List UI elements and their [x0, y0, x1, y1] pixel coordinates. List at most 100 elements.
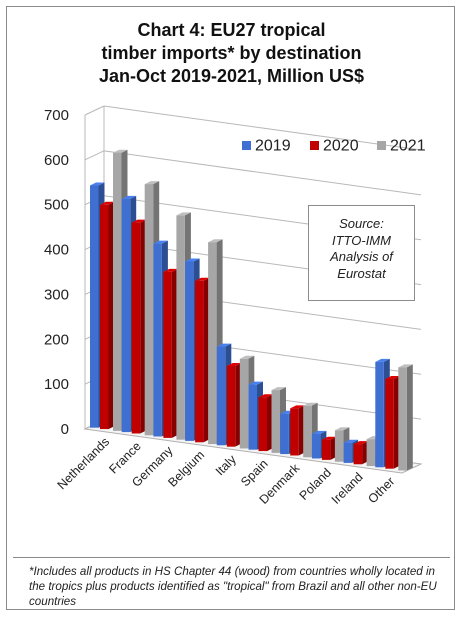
- bar-front: [195, 280, 204, 443]
- bar-front: [90, 185, 99, 428]
- bar-front: [239, 358, 249, 449]
- bar-front: [334, 430, 344, 462]
- bar-top: [216, 343, 232, 347]
- bar-front: [100, 204, 109, 430]
- y-tick-label: 200: [44, 331, 69, 348]
- chart-frame: Chart 4: EU27 tropical timber imports* b…: [6, 6, 455, 610]
- bar-front: [258, 397, 267, 452]
- legend: 2019 2020 2021: [242, 138, 426, 155]
- bar-front: [303, 405, 312, 458]
- bar-top: [321, 436, 337, 440]
- bar-side: [406, 364, 413, 471]
- bar-layer: [90, 149, 413, 471]
- bar-top: [303, 402, 318, 406]
- bar-top: [343, 439, 359, 443]
- bar-front: [343, 442, 353, 463]
- bar-top: [121, 195, 137, 199]
- bar-front: [366, 439, 376, 467]
- y-tick-label: 100: [44, 376, 69, 393]
- bar-front: [208, 242, 217, 445]
- bar-top: [248, 381, 263, 385]
- bar-front: [185, 261, 194, 441]
- x-tick-label: Italy: [213, 452, 240, 479]
- bar-front: [176, 215, 185, 440]
- bar-top: [208, 239, 223, 243]
- side-gridline: [84, 105, 105, 116]
- source-note: Source: ITTO-IMM Analysis of Eurostat: [308, 205, 415, 301]
- bar-front: [113, 152, 122, 431]
- bar-top: [398, 364, 413, 368]
- bar-front: [398, 367, 407, 471]
- bar-top: [176, 212, 191, 216]
- source-line-4: Eurostat: [337, 265, 386, 281]
- bar-front: [290, 408, 299, 456]
- bar-2020: [290, 405, 305, 456]
- bar-top: [185, 258, 200, 262]
- bar-front: [353, 444, 363, 465]
- bar-top: [334, 427, 350, 431]
- bar-2020: [353, 441, 369, 465]
- chart-title-line-1: Chart 4: EU27 tropical: [137, 20, 326, 40]
- bar-top: [271, 387, 286, 391]
- x-tick-label: Other: [365, 474, 397, 506]
- bar-top: [353, 441, 369, 445]
- x-tick-label: Ireland: [329, 470, 366, 507]
- bar-2020: [131, 219, 147, 434]
- bar-chart-3d: 0100200300400500600700NetherlandsFranceG…: [44, 105, 426, 507]
- y-tick-label: 400: [44, 242, 69, 259]
- y-tick-label: 700: [44, 107, 69, 124]
- chart-title-line-2: timber imports* by destination: [101, 43, 362, 63]
- source-line-1: Source:: [339, 216, 384, 231]
- bar-front: [385, 378, 394, 469]
- bar-front: [144, 184, 154, 436]
- bar-2020: [385, 375, 400, 469]
- y-tick-label: 500: [44, 197, 69, 214]
- bar-front: [131, 222, 141, 434]
- bar-top: [144, 181, 160, 185]
- bar-front: [248, 384, 257, 450]
- bar-2020: [195, 277, 210, 443]
- source-line-2: ITTO-IMM: [332, 232, 391, 248]
- bar-top: [226, 362, 242, 366]
- y-tick-label: 0: [61, 421, 69, 438]
- x-tick-label: Spain: [238, 457, 271, 490]
- chart-title-line-3: Jan-Oct 2019-2021, Million US$: [98, 66, 365, 86]
- bar-2020: [258, 394, 273, 452]
- x-tick-label: Netherlands: [55, 435, 113, 493]
- bar-top: [153, 240, 168, 244]
- bar-front: [121, 198, 131, 433]
- side-gridline: [84, 150, 105, 161]
- bar-2020: [321, 436, 337, 460]
- bar-front: [280, 413, 289, 455]
- bar-front: [163, 271, 172, 438]
- bar-top: [100, 201, 115, 205]
- bar-front: [375, 361, 384, 468]
- bar-front: [321, 439, 331, 460]
- footnote: *Includes all products in HS Chapter 44 …: [13, 557, 450, 609]
- bar-front: [226, 365, 236, 447]
- legend-swatch-2019: [242, 141, 251, 150]
- bar-top: [131, 219, 147, 223]
- legend-label-2021: 2021: [390, 138, 426, 155]
- chart-title: Chart 4: EU27 tropical timber imports* b…: [7, 19, 456, 88]
- bar-front: [311, 433, 321, 459]
- bar-top: [290, 405, 305, 409]
- legend-label-2020: 2020: [323, 138, 359, 155]
- bar-2021: [398, 364, 413, 471]
- bar-front: [153, 243, 162, 437]
- bar-top: [195, 277, 210, 281]
- bar-front: [271, 390, 280, 453]
- gridline: [103, 105, 422, 151]
- bar-2020: [163, 268, 178, 438]
- bar-top: [113, 149, 128, 153]
- legend-swatch-2021: [377, 141, 386, 150]
- y-tick-label: 600: [44, 152, 69, 169]
- gridline: [103, 150, 422, 196]
- legend-swatch-2020: [310, 141, 319, 150]
- y-tick-label: 300: [44, 286, 69, 303]
- bar-top: [90, 182, 105, 186]
- bar-front: [216, 346, 226, 446]
- bar-top: [385, 375, 400, 379]
- bar-top: [375, 358, 390, 362]
- bar-top: [258, 394, 273, 398]
